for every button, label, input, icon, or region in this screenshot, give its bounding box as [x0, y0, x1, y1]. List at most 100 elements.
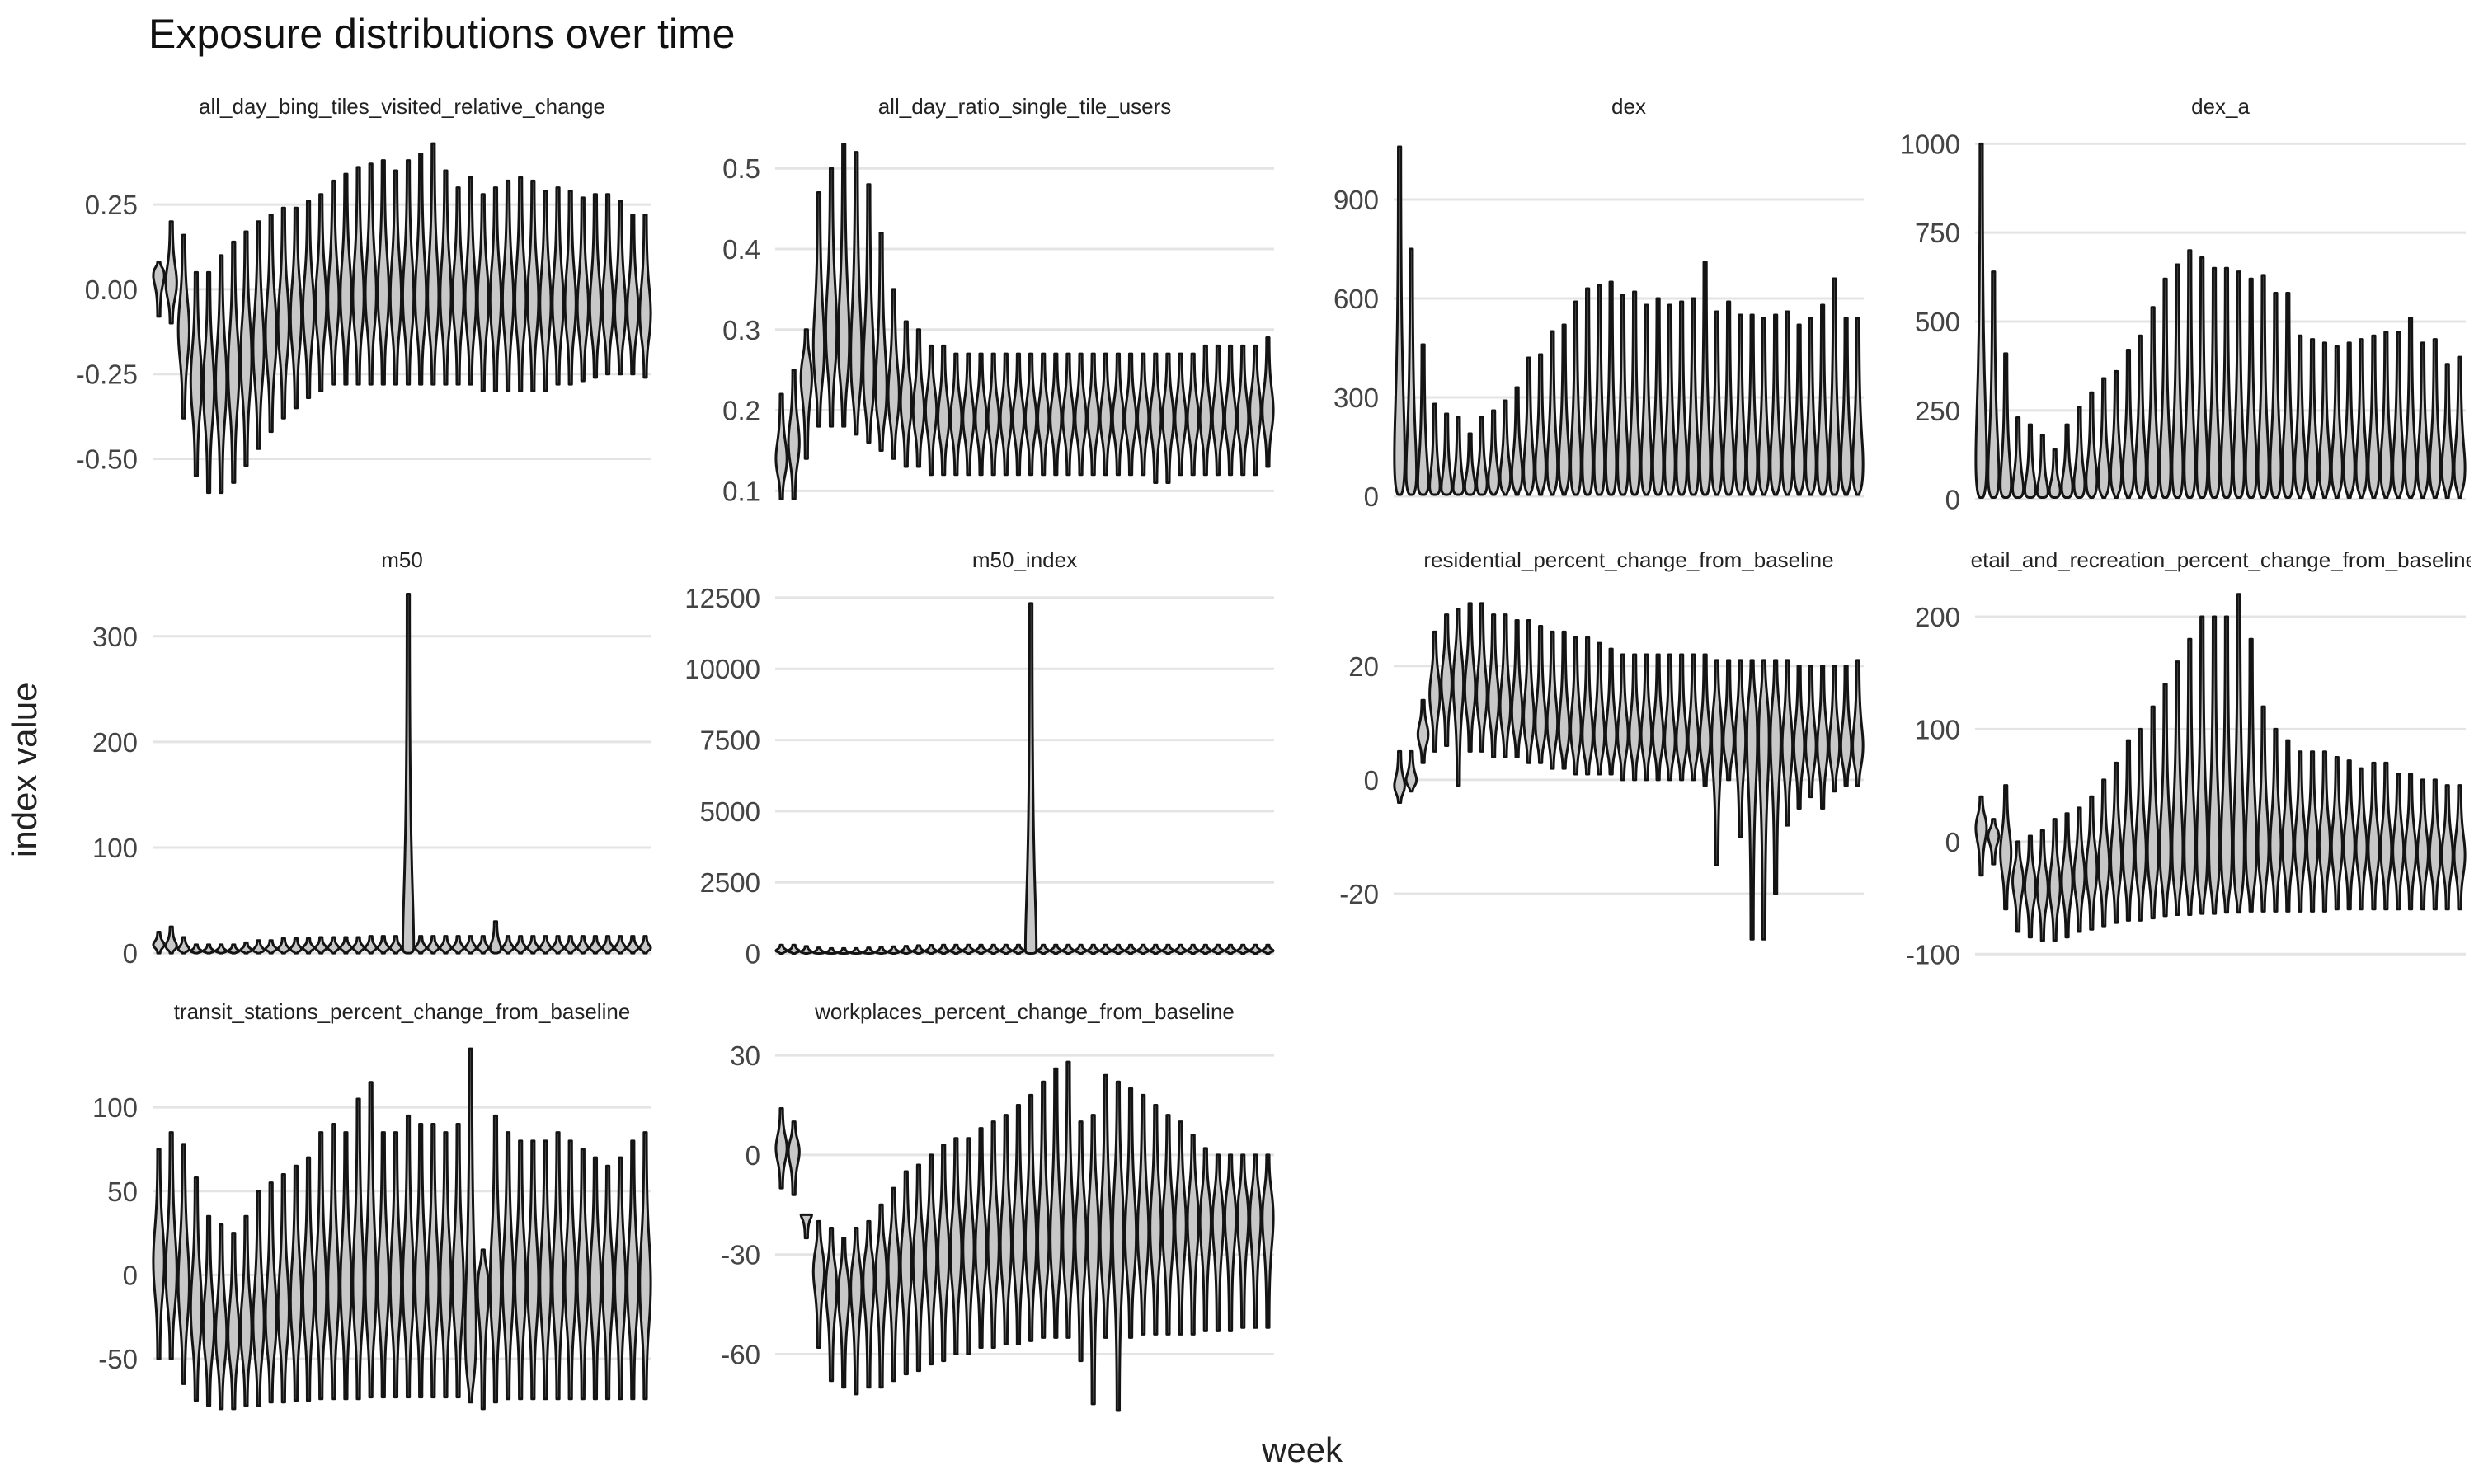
violin	[1722, 300, 1735, 496]
violin	[214, 254, 228, 495]
violin	[1428, 402, 1442, 496]
violin	[339, 1131, 353, 1401]
violin	[463, 176, 477, 386]
y-tick-label: 900	[1333, 185, 1379, 215]
violin	[1393, 749, 1406, 805]
violin	[514, 935, 528, 955]
violin	[2440, 784, 2454, 911]
violin	[1049, 943, 1063, 956]
violin	[626, 1139, 640, 1401]
violin	[351, 166, 365, 386]
violin	[1111, 352, 1126, 477]
violin	[2306, 750, 2320, 913]
y-tick-label: -60	[721, 1340, 760, 1370]
violin	[2293, 750, 2307, 913]
violin	[2133, 334, 2147, 500]
violin	[176, 233, 190, 420]
y-tick-label: 0	[1945, 827, 1960, 857]
violin	[1569, 300, 1583, 496]
violin	[1404, 749, 1418, 793]
violin	[600, 193, 615, 376]
violin	[2354, 338, 2368, 500]
violin	[501, 935, 515, 955]
violin	[551, 1131, 565, 1401]
violin	[1061, 352, 1075, 477]
violin	[849, 946, 863, 956]
violin	[1223, 344, 1238, 477]
violin	[2097, 377, 2111, 500]
violin	[638, 935, 652, 955]
violin	[189, 943, 204, 955]
figure-title: Exposure distributions over time	[148, 11, 736, 57]
violin	[276, 206, 290, 420]
violin	[2048, 818, 2062, 942]
y-tick-label: 30	[730, 1040, 760, 1071]
y-tick-label: -50	[98, 1344, 138, 1374]
violin	[2428, 338, 2442, 500]
panel-title: workplaces_percent_change_from_baseline	[814, 999, 1235, 1024]
violin	[937, 1144, 951, 1363]
violin	[1851, 317, 1865, 496]
violin	[1261, 943, 1275, 956]
y-tick-label: 300	[1333, 383, 1379, 413]
violin	[227, 943, 241, 955]
violin	[962, 1137, 976, 1356]
violin	[614, 1156, 628, 1401]
violin	[314, 936, 328, 955]
violin	[539, 1139, 553, 1401]
violin	[1198, 1147, 1212, 1332]
violin	[1261, 336, 1275, 468]
violin	[289, 206, 303, 410]
violin	[874, 946, 888, 956]
violin	[974, 1127, 988, 1349]
violin	[1198, 344, 1212, 477]
violin	[1780, 310, 1794, 496]
panel-title: residential_percent_change_from_baseline	[1423, 547, 1833, 572]
violin	[1827, 665, 1841, 793]
violin	[526, 935, 540, 955]
violin	[1161, 352, 1175, 485]
violin	[301, 200, 316, 400]
violin	[1011, 352, 1026, 477]
violin	[1261, 1153, 1275, 1329]
violin	[364, 162, 378, 386]
violin	[1675, 300, 1688, 496]
violin	[1639, 653, 1653, 782]
violin	[1023, 602, 1038, 956]
violin	[526, 179, 540, 392]
violin	[539, 190, 553, 392]
violin	[614, 200, 628, 376]
violin	[1498, 399, 1512, 496]
violin	[2392, 331, 2406, 500]
violin	[1440, 613, 1453, 747]
violin	[1804, 665, 1818, 799]
violin	[1569, 636, 1583, 776]
facet-panel: all_day_bing_tiles_visited_relative_chan…	[76, 94, 652, 495]
violin	[1186, 943, 1200, 956]
violin	[2183, 637, 2197, 917]
violin	[289, 937, 303, 955]
violin	[837, 946, 851, 956]
violin	[899, 1170, 913, 1376]
violin	[986, 352, 1000, 477]
violin	[576, 1148, 590, 1401]
violin	[1745, 659, 1759, 941]
violin	[1428, 630, 1442, 753]
violin	[824, 946, 839, 956]
violin	[962, 352, 976, 477]
facet-panel: all_day_ratio_single_tile_users 0.5 0.4 0.3…	[722, 94, 1275, 506]
violin	[2367, 761, 2381, 911]
violin	[1161, 943, 1175, 956]
violin	[1686, 653, 1700, 782]
violin	[551, 935, 565, 955]
violin	[1769, 659, 1782, 895]
violin	[2342, 759, 2356, 911]
violin	[924, 944, 938, 956]
violin	[2146, 705, 2160, 920]
violin	[2048, 448, 2062, 500]
violin	[1592, 284, 1606, 496]
violin	[1510, 619, 1524, 758]
violin	[1604, 647, 1618, 776]
violin	[2146, 306, 2160, 500]
violin	[1463, 602, 1477, 753]
